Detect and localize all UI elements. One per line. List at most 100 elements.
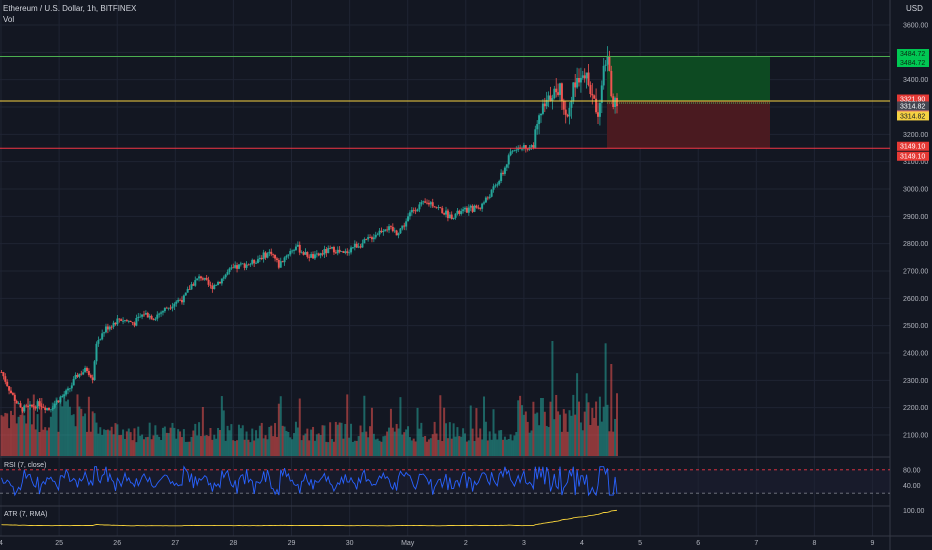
candle-body-9 [17, 403, 20, 405]
candle-body-20 [38, 401, 41, 407]
candle-body-270 [513, 150, 516, 152]
level-lines [0, 56, 890, 149]
candle-body-211 [401, 225, 404, 229]
volume-bar-218 [414, 441, 417, 456]
candle-body-192 [365, 239, 368, 240]
volume-bar-60 [114, 423, 117, 456]
volume-bar-25 [47, 427, 50, 456]
volume-bar-272 [517, 400, 520, 456]
volume-bar-17 [32, 394, 35, 456]
candle-body-314 [597, 112, 600, 117]
volume-bar-271 [515, 432, 518, 456]
tag-entry: 3321.90 [900, 97, 925, 104]
candle-body-202 [384, 229, 387, 231]
volume-bar-197 [374, 439, 377, 456]
volume-bar-165 [313, 440, 316, 456]
volume-bar-264 [502, 439, 505, 456]
volume-bar-200 [380, 441, 383, 456]
time-axis[interactable]: 4 25 26 27 28 29 30 May 2 3 4 5 6 7 8 9 [0, 540, 875, 547]
volume-bar-205 [389, 408, 392, 456]
volume-bar-68 [129, 432, 132, 456]
volume-bar-210 [399, 397, 402, 456]
candle-body-130 [247, 264, 250, 266]
volume-bar-256 [486, 440, 489, 456]
volume-bar-149 [283, 426, 286, 456]
candle-body-190 [361, 243, 364, 248]
volume-bar-298 [566, 431, 569, 456]
volume-bar-40 [76, 394, 79, 456]
volume-bar-245 [465, 441, 468, 456]
candle-body-321 [610, 70, 613, 97]
rsi-tick-label-1: 40.00 [903, 483, 921, 490]
candle-body-284 [540, 113, 543, 116]
candle-body-271 [515, 149, 518, 151]
volume-bar-215 [408, 437, 411, 456]
volume-bar-89 [169, 427, 172, 456]
volume-bar-174 [331, 439, 334, 456]
candle-body-93 [177, 299, 180, 302]
volume-bar-144 [274, 423, 277, 456]
candle-body-225 [427, 202, 430, 205]
candle-body-121 [230, 267, 233, 269]
volume-bar-91 [173, 427, 176, 456]
candle-body-302 [574, 82, 577, 88]
candle-body-267 [507, 155, 510, 165]
candle-body-73 [139, 316, 142, 318]
volume-bar-241 [458, 436, 461, 456]
volume-bar-146 [277, 403, 280, 456]
volume-bar-239 [454, 436, 457, 456]
price-tags: 3484.723484.723321.9032.483314.823314.82… [897, 49, 929, 161]
price-tick-label-5: 3100.00 [903, 159, 928, 166]
candle-body-58 [110, 326, 113, 328]
volume-bar-228 [433, 421, 436, 456]
candle-body-45 [85, 367, 88, 372]
candle-body-89 [169, 307, 172, 309]
time-tick-label-11: 5 [638, 540, 642, 547]
candle-body-295 [560, 83, 563, 101]
volume-bar-191 [363, 395, 366, 456]
volume-bar-82 [156, 434, 159, 456]
tag-entry-bg [897, 94, 929, 104]
candle-body-209 [397, 233, 400, 236]
volume-bar-104 [198, 422, 201, 456]
candle-body-276 [524, 145, 527, 149]
volume-bar-98 [186, 441, 189, 456]
candle-body-240 [456, 210, 459, 214]
volume-bar-33 [63, 394, 66, 456]
candle-body-289 [549, 95, 552, 102]
volume-bar-318 [604, 343, 607, 456]
candle-body-224 [426, 202, 429, 204]
candle-body-208 [395, 230, 398, 236]
candle-body-249 [473, 205, 476, 212]
candle-body-134 [255, 262, 258, 264]
candle-body-247 [469, 205, 472, 208]
candle-body-160 [304, 251, 307, 255]
volume-bar-130 [247, 439, 250, 456]
volume-bar-230 [437, 439, 440, 456]
candle-body-83 [158, 313, 161, 315]
candle-body-167 [317, 253, 320, 256]
volume-bar-278 [528, 432, 531, 456]
volume-bar-128 [243, 439, 246, 456]
candle-body-80 [152, 319, 155, 321]
volume-label: Vol [3, 15, 15, 24]
volume-bar-122 [232, 440, 235, 456]
candle-body-143 [272, 254, 275, 256]
volume-bar-212 [403, 432, 406, 456]
volume-bar-76 [144, 437, 147, 456]
volume-bar-177 [336, 424, 339, 456]
candle-body-82 [156, 314, 159, 319]
candle-body-174 [331, 247, 334, 249]
candle-body-55 [104, 326, 107, 333]
candle-body-315 [598, 102, 601, 117]
price-tick-label-12: 2400.00 [903, 351, 928, 358]
candle-body-100 [190, 284, 193, 290]
volume-bar-74 [141, 434, 144, 456]
volume-bar-193 [367, 437, 370, 456]
volume-bar-285 [541, 397, 544, 456]
candle-body-287 [545, 99, 548, 107]
candle-body-248 [471, 205, 474, 212]
volume-bar-90 [171, 422, 174, 456]
volume-bar-11 [21, 406, 24, 456]
